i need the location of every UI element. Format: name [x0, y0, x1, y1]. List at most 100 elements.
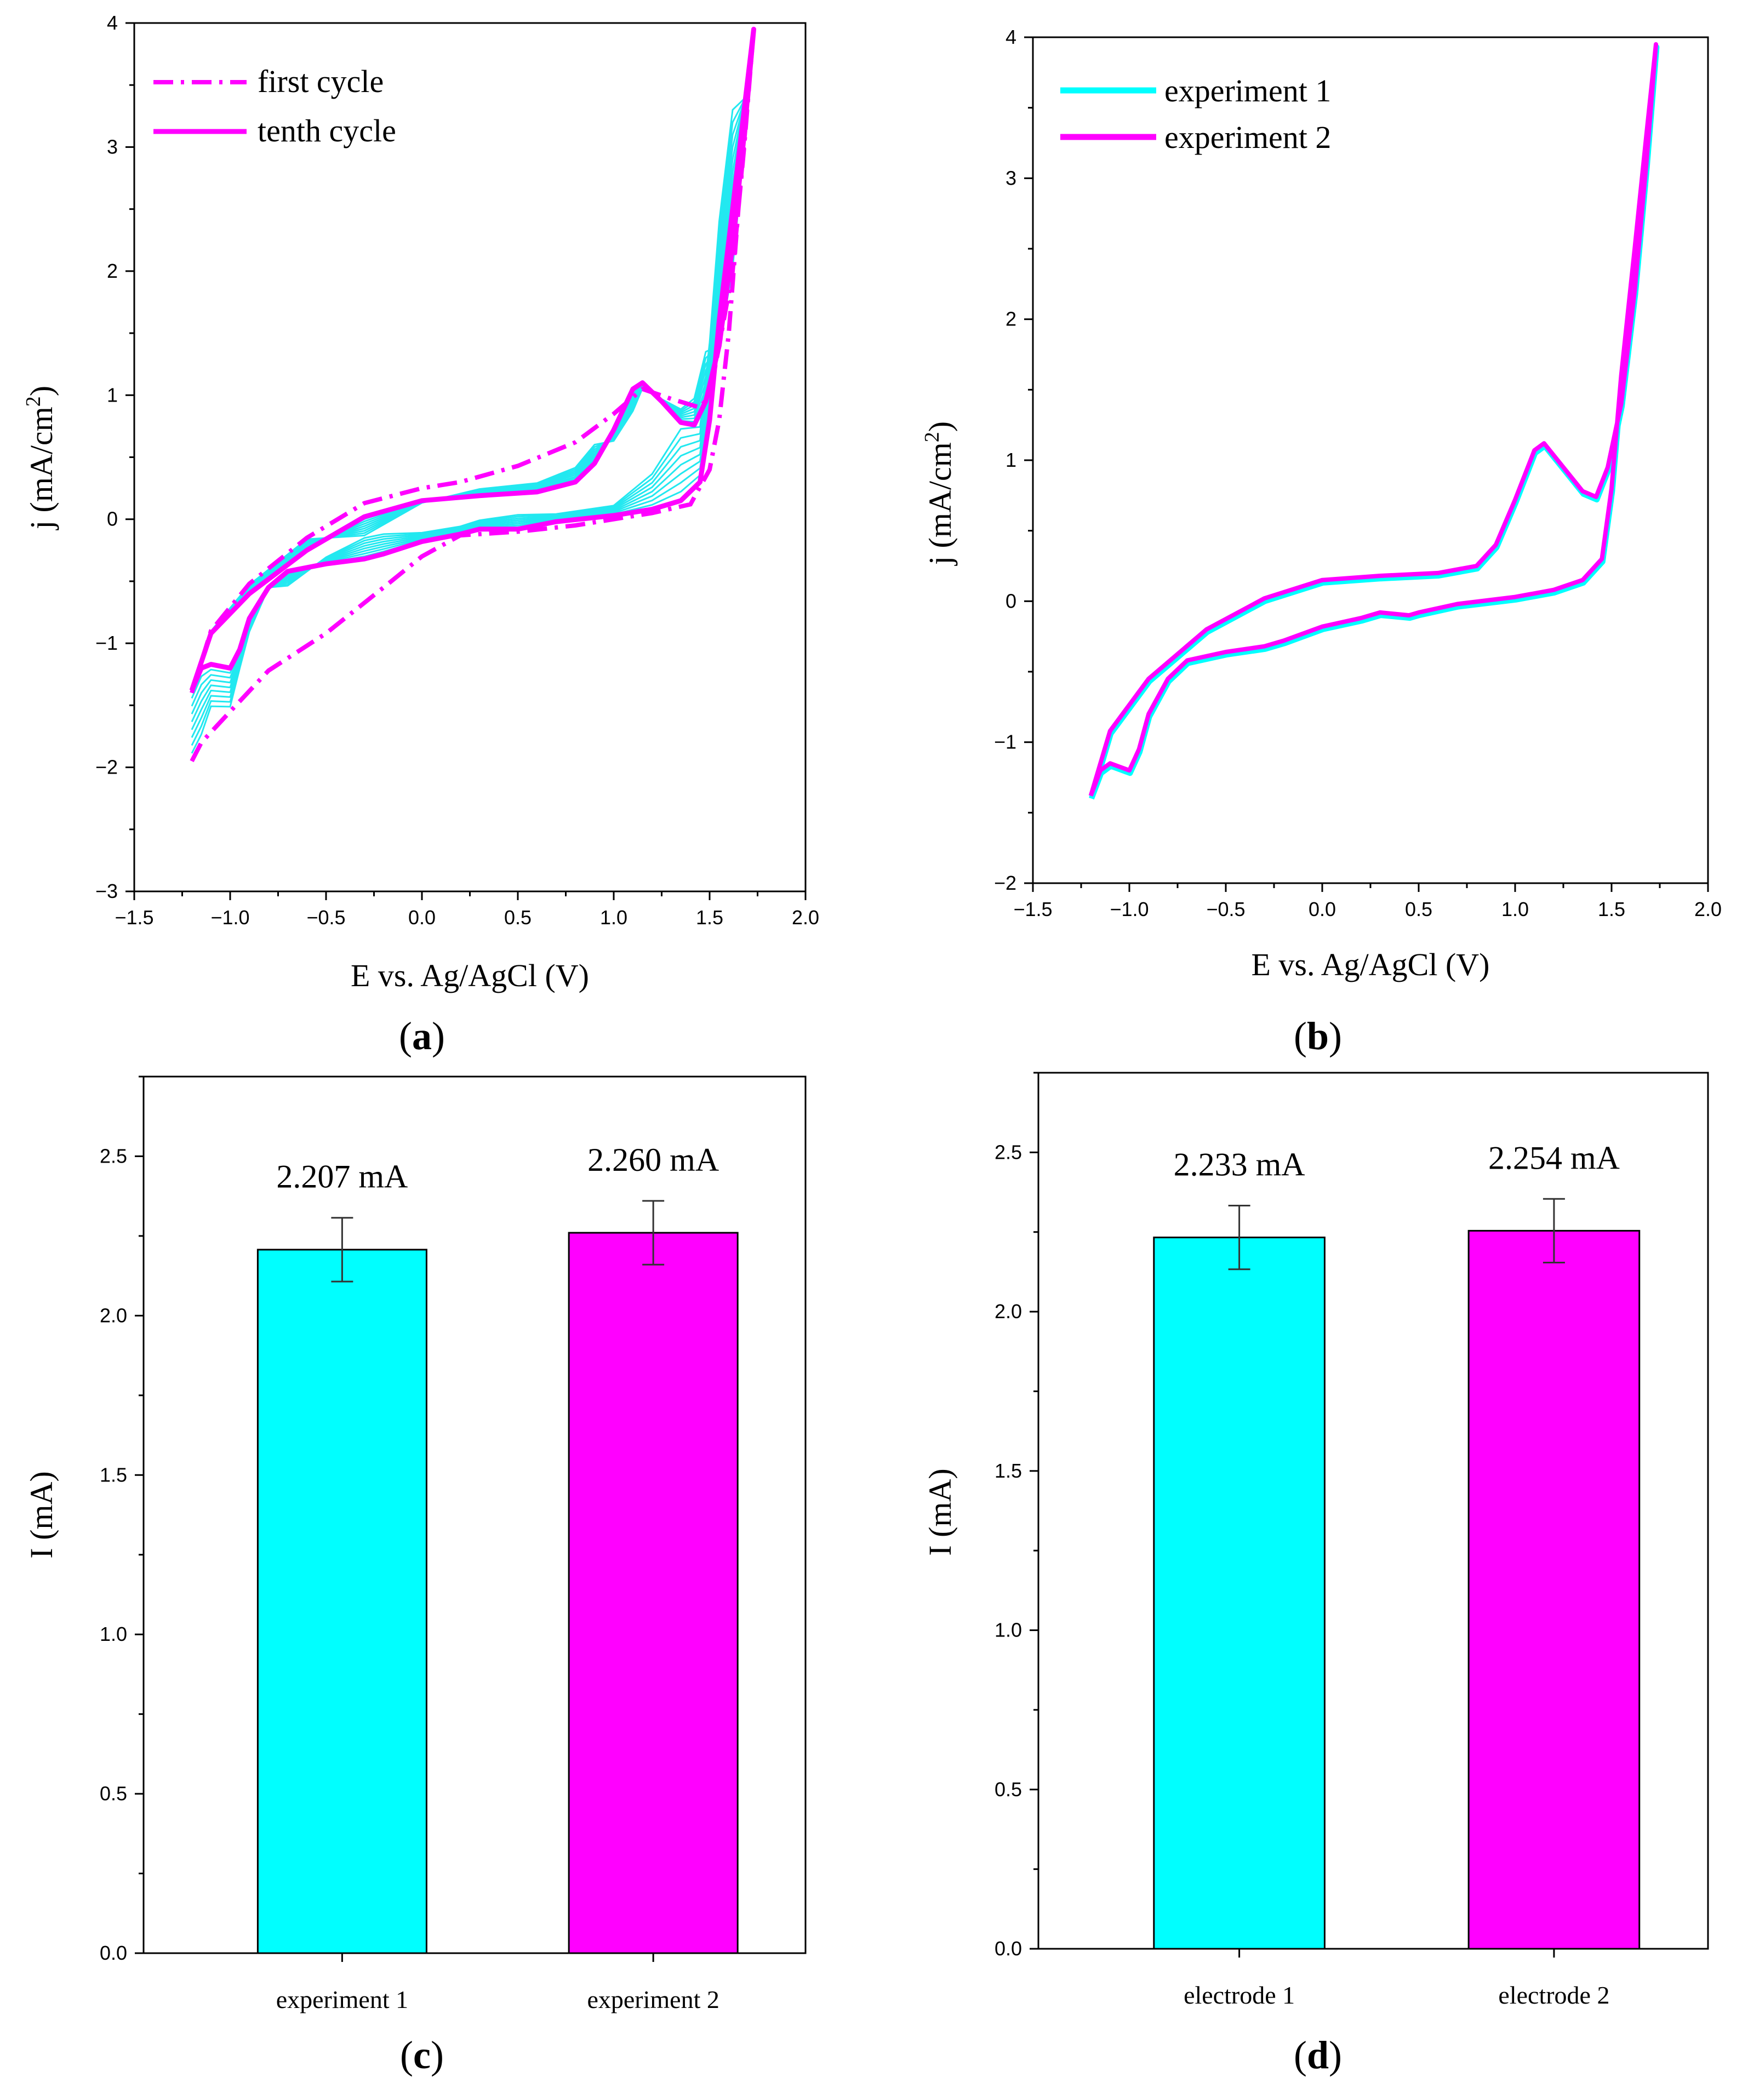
legend-label-first-cycle: first cycle [258, 64, 384, 99]
x-tick-label: 0.5 [504, 906, 532, 929]
cv-line-intermediate-cycle [191, 29, 755, 723]
y-axis-label: I (mA) [922, 1468, 958, 1555]
value-label: 2.260 mA [587, 1142, 719, 1178]
x-tick-label: −1.0 [210, 906, 249, 929]
category-label: electrode 2 [1498, 1981, 1609, 2009]
x-tick-label: 0.5 [1405, 898, 1432, 920]
y-tick-label: −2 [95, 756, 118, 779]
panel-label-c: (c) [400, 2033, 444, 2077]
legend: experiment 1 experiment 2 [1060, 73, 1331, 155]
paren-close: ) [1329, 1014, 1342, 1058]
category-label: experiment 1 [276, 1985, 408, 2013]
y-tick-label: 0.0 [995, 1937, 1022, 1960]
bar-electrode-1 [1153, 1237, 1326, 1950]
paren-close: ) [1329, 2033, 1342, 2077]
y-tick-label: 1.5 [995, 1460, 1022, 1482]
cv-line-intermediate-cycle [191, 29, 755, 714]
x-tick-label: 2.0 [792, 906, 819, 929]
paren-open: ( [1294, 1014, 1307, 1058]
paren-open: ( [399, 1014, 412, 1058]
series-group [1088, 42, 1660, 800]
bar-experiment-1 [256, 1249, 427, 1954]
paren-open: ( [1294, 2033, 1307, 2077]
x-tick-label: −1.5 [115, 906, 153, 929]
bar-electrode-2 [1467, 1229, 1641, 1950]
ylabel-text: j (mA/cm [922, 442, 958, 566]
category-label: experiment 2 [587, 1985, 719, 2013]
ylabel-superscript: 2 [22, 396, 45, 407]
y-tick-label: 2.0 [995, 1300, 1022, 1323]
y-tick-label: 4 [1006, 26, 1016, 48]
x-tick-label: 1.0 [600, 906, 627, 929]
value-label: 2.233 mA [1174, 1146, 1305, 1182]
cv-line-experiment-1 [1089, 44, 1660, 800]
panel-letter: a [412, 1014, 432, 1058]
y-tick-label: 3 [1006, 167, 1016, 189]
panel-label-b: (b) [1294, 1014, 1342, 1058]
panel-letter: d [1307, 2033, 1329, 2077]
x-tick-label: 2.0 [1694, 898, 1722, 920]
y-tick-label: 0 [1006, 590, 1016, 612]
paren-close: ) [432, 1014, 445, 1058]
y-tick-label: 1 [1006, 449, 1016, 471]
legend: first cycle tenth cycle [153, 64, 396, 148]
y-tick-label: −1 [994, 731, 1016, 753]
value-label: 2.254 mA [1488, 1140, 1620, 1176]
y-tick-label: 1.0 [995, 1619, 1022, 1641]
x-tick-label: −1.5 [1013, 898, 1052, 920]
legend-label-experiment-2: experiment 2 [1164, 119, 1331, 155]
ylabel-paren: ) [922, 421, 958, 432]
panel-letter: c [413, 2033, 431, 2077]
category-label: electrode 1 [1184, 1981, 1295, 2009]
cv-line-tenth-cycle [189, 26, 756, 691]
y-axis-label: I (mA) [24, 1471, 59, 1558]
x-tick-label: −0.5 [306, 906, 345, 929]
y-tick-label: 0 [107, 508, 118, 530]
y-tick-label: 1.5 [100, 1463, 127, 1486]
cv-line-experiment-2 [1088, 42, 1658, 797]
y-tick-label: 0.5 [100, 1782, 127, 1805]
x-tick-label: 1.0 [1501, 898, 1529, 920]
y-tick-label: 0.5 [995, 1778, 1022, 1800]
cv-chart-a: −1.5 −1.0 −0.5 0.0 0.5 1.0 1.5 2.0 −3 −2 −1 0 1 2 3 4 E … [22, 12, 819, 993]
bar-chart-d: 0.0 0.5 1.0 1.5 2.0 2.5 I (mA) 2.233 mA electrod… [922, 1072, 1709, 2009]
ylabel-superscript: 2 [921, 432, 944, 442]
x-tick-label: 0.0 [408, 906, 436, 929]
x-tick-label: −1.0 [1110, 898, 1149, 920]
y-tick-label: 4 [107, 12, 118, 34]
panel-letter: b [1307, 1014, 1329, 1058]
legend-label-tenth-cycle: tenth cycle [258, 113, 396, 148]
y-tick-label: 0.0 [100, 1942, 127, 1964]
y-tick-label: 1 [107, 384, 118, 406]
x-axis-label: E vs. Ag/AgCl (V) [1252, 947, 1490, 982]
y-tick-label: −2 [994, 872, 1016, 894]
legend-label-experiment-1: experiment 1 [1164, 73, 1331, 108]
y-tick-label: 3 [107, 135, 118, 158]
cv-line-intermediate-cycle [191, 29, 755, 730]
panel-label-d: (d) [1294, 2033, 1342, 2077]
y-tick-label: 2.5 [995, 1141, 1022, 1163]
bar-experiment-2 [568, 1232, 739, 1954]
x-tick-label: 0.0 [1309, 898, 1336, 920]
x-tick-label: 1.5 [696, 906, 723, 929]
series-group [189, 26, 756, 763]
y-tick-label: −3 [95, 880, 118, 902]
panel-label-a: (a) [399, 1014, 445, 1058]
ylabel-text: j (mA/cm [24, 407, 59, 530]
value-label: 2.207 mA [276, 1159, 408, 1195]
y-tick-label: −1 [95, 632, 118, 654]
cv-line-first-cycle [190, 28, 756, 763]
bar-chart-c: 0.0 0.5 1.0 1.5 2.0 2.5 I (mA) 2.207 mA experime… [24, 1075, 807, 2013]
plot-frame [1037, 1072, 1709, 1950]
y-tick-label: 1.0 [100, 1623, 127, 1645]
x-tick-label: 1.5 [1598, 898, 1625, 920]
y-axis-label: j (mA/cm2) [921, 421, 958, 566]
y-tick-label: 2 [107, 260, 118, 282]
paren-open: ( [400, 2033, 413, 2077]
paren-close: ) [431, 2033, 444, 2077]
x-tick-label: −0.5 [1206, 898, 1245, 920]
y-tick-label: 2.5 [100, 1145, 127, 1167]
y-tick-label: 2.0 [100, 1304, 127, 1326]
cv-chart-b: −1.5 −1.0 −0.5 0.0 0.5 1.0 1.5 2.0 −2 −1 0 1 2 3 4 E vs… [921, 26, 1722, 982]
